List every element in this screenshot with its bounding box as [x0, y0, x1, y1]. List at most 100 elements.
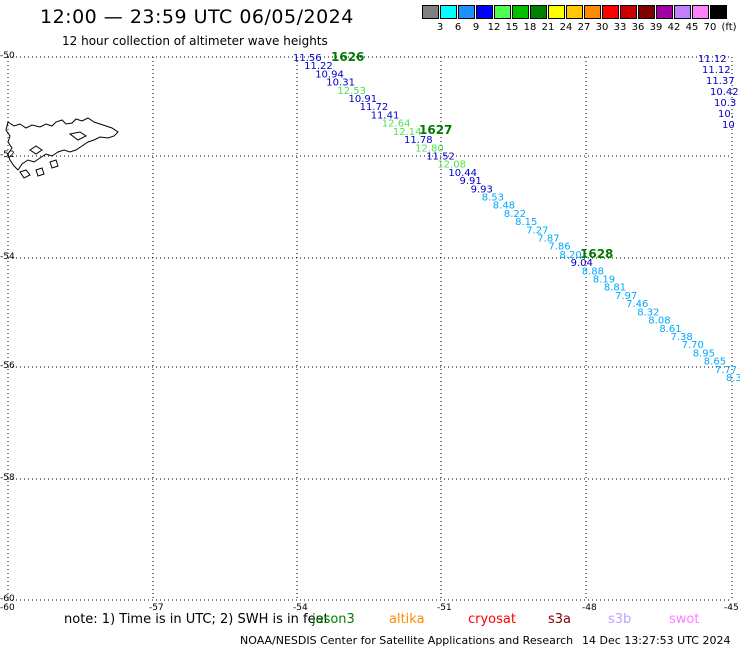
legend-swatch — [692, 5, 709, 19]
falkland-islands-coastline — [5, 117, 119, 179]
map-title: 12:00 — 23:59 UTC 06/05/2024 — [40, 6, 354, 28]
generated-timestamp: 14 Dec 13:27:53 UTC 2024 — [582, 634, 731, 647]
footer-note: note: 1) Time is in UTC; 2) SWH is in fe… — [64, 612, 329, 627]
legend-label: 45 — [685, 22, 699, 33]
track-value: 8.88 — [582, 266, 604, 277]
track-value: 12.64 — [382, 119, 411, 130]
track-value: 12.14 — [393, 127, 422, 138]
legend-label: 42 — [667, 22, 681, 33]
track-value: 10.94 — [315, 69, 344, 80]
track-value: 7.77 — [715, 365, 737, 376]
track-value: 11.78 — [404, 135, 433, 146]
track-value: 8.61 — [659, 324, 681, 335]
track-value: 8.08 — [648, 316, 670, 327]
track-value: 7.27 — [526, 225, 548, 236]
legend-label: 6 — [454, 22, 462, 33]
legend-label: 39 — [649, 22, 663, 33]
legend-swatch — [566, 5, 583, 19]
legend-swatch — [530, 5, 547, 19]
legend-swatch — [674, 5, 691, 19]
track-value: 12.53 — [337, 86, 366, 97]
track-value: 11.56 — [293, 53, 322, 64]
pass-label: 1628 — [580, 247, 613, 261]
legend-label: 12 — [487, 22, 501, 33]
lon-label: -48 — [582, 603, 597, 613]
track-value: 12.80 — [415, 143, 444, 154]
lat-label: -60 — [0, 594, 15, 604]
legend-swatch — [476, 5, 493, 19]
pass-labels: 1626 1627 1628 — [331, 50, 613, 261]
track-value: 8.32 — [637, 307, 659, 318]
track-value: 7.86 — [548, 242, 570, 253]
legend-swatch — [584, 5, 601, 19]
track-value: 9.04 — [571, 258, 593, 269]
track-value: 9.91 — [460, 176, 482, 187]
map-subtitle: 12 hour collection of altimeter wave hei… — [62, 34, 328, 48]
satellite-label-s3b: s3b — [608, 612, 632, 627]
legend-swatch — [638, 5, 655, 19]
legend-swatch — [512, 5, 529, 19]
lat-label: -50 — [0, 51, 15, 61]
satellite-label-altika: altika — [389, 612, 425, 627]
legend-swatch — [710, 5, 727, 19]
legend-label: 24 — [559, 22, 573, 33]
track-value: 8.20 — [560, 250, 582, 261]
lat-label: -56 — [0, 361, 15, 371]
edge-track-value: 10.42 — [710, 87, 739, 98]
legend-swatch — [494, 5, 511, 19]
legend-label: 21 — [541, 22, 555, 33]
track-value: 8.19 — [593, 275, 615, 286]
pass-label: 1626 — [331, 50, 364, 64]
lon-label: -57 — [149, 603, 164, 613]
track-value: 7.87 — [537, 234, 559, 245]
track-value: 8.81 — [604, 283, 626, 294]
track-value: 8.15 — [515, 217, 537, 228]
track-value: 7.70 — [682, 340, 704, 351]
track-value: 7.38 — [671, 332, 693, 343]
satellite-label-s3a: s3a — [548, 612, 572, 627]
legend-swatch — [548, 5, 565, 19]
legend-swatch — [458, 5, 475, 19]
legend-label: 27 — [577, 22, 591, 33]
track-value: 7.46 — [626, 299, 648, 310]
track-value: 8.22 — [504, 209, 526, 220]
legend-swatch — [440, 5, 457, 19]
edge-track-value: 10.3 — [714, 98, 736, 109]
track-value: 11.22 — [304, 61, 333, 72]
track-value: 11.41 — [371, 110, 400, 121]
legend-swatch — [602, 5, 619, 19]
track-value: 10.91 — [349, 94, 378, 105]
edge-track-value: 11.12 — [698, 54, 727, 65]
track-value: 8.3 — [726, 373, 740, 384]
edge-track-value: 10. — [718, 109, 734, 120]
legend-swatch — [422, 5, 439, 19]
credit-line: NOAA/NESDIS Center for Satellite Applica… — [240, 634, 574, 647]
satellite-label-swot: swot — [669, 612, 700, 627]
legend-label: 3 — [436, 22, 444, 33]
track-value: 9.93 — [471, 184, 493, 195]
map-grid — [7, 56, 733, 601]
legend-label: 70 — [703, 22, 717, 33]
legend-swatch — [620, 5, 637, 19]
lat-label: -52 — [0, 150, 15, 160]
lon-label: -51 — [437, 603, 452, 613]
legend-label: 15 — [505, 22, 519, 33]
track-value: 11.72 — [360, 102, 389, 113]
satellite-label-cryosat: cryosat — [468, 612, 516, 627]
legend-label: 9 — [472, 22, 480, 33]
track-value: 10.31 — [326, 78, 355, 89]
track-value: 8.65 — [704, 357, 726, 368]
track-value: 8.48 — [493, 201, 515, 212]
edge-track-value: 10 — [722, 120, 735, 131]
satellite-label-jason3: jason3 — [312, 612, 355, 627]
legend-label: 33 — [613, 22, 627, 33]
edge-track-value: 11.12 — [702, 65, 731, 76]
pass-label: 1627 — [419, 123, 452, 137]
lat-label: -58 — [0, 473, 15, 483]
track-value: 11.52 — [426, 152, 455, 163]
legend-unit: (ft) — [721, 22, 737, 33]
track-value: 8.53 — [482, 193, 504, 204]
track-value: 8.95 — [693, 348, 715, 359]
